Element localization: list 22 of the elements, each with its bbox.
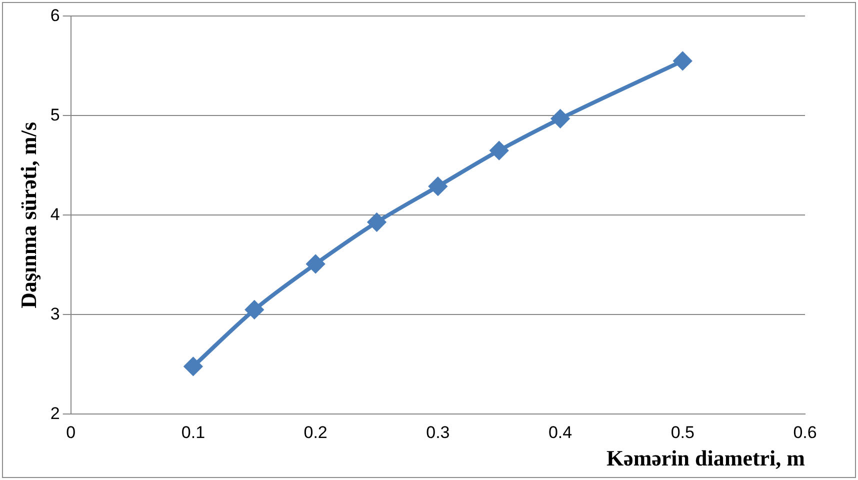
x-tick-label: 0 [66, 423, 76, 442]
point [184, 357, 202, 376]
x-tick-label: 0.5 [670, 423, 694, 442]
point [674, 52, 692, 70]
y-axis-title: Daşınma sürəti, m/s [16, 122, 41, 308]
x-tick-label: 0.3 [426, 423, 450, 442]
point [245, 300, 264, 319]
y-tick-label: 5 [50, 105, 60, 124]
point [306, 254, 325, 273]
x-tick-label: 0.2 [304, 423, 328, 442]
y-tick-label: 6 [50, 6, 60, 25]
x-axis-title: Kəmərin diametri, m [606, 445, 805, 470]
y-tick-label: 3 [50, 304, 60, 324]
x-tick-label: 0.4 [548, 423, 572, 442]
point [428, 177, 447, 196]
x-tick-label: 0.1 [181, 423, 206, 442]
y-tick-label: 2 [50, 404, 60, 423]
y-tick-label: 4 [50, 204, 60, 224]
point [368, 213, 386, 232]
point [490, 142, 508, 160]
x-tick-label: 0.6 [793, 423, 817, 442]
point [551, 110, 570, 128]
